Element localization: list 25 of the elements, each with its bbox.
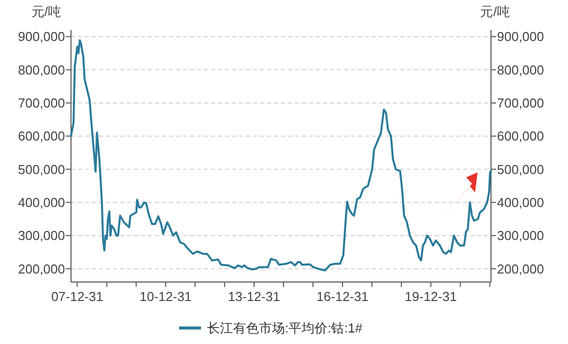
y-tick-label: 300,000 [18, 228, 65, 244]
y2-tick-label: 500,000 [497, 162, 544, 177]
x-tick-label: 07-12-31 [51, 289, 104, 304]
y2-tick-label: 900,000 [497, 29, 544, 44]
y-tick-label: 400,000 [18, 194, 65, 210]
y2-tick-label: 400,000 [497, 194, 544, 210]
line-series [70, 39, 492, 272]
y-axis-title: 元/吨 [31, 4, 61, 19]
y2-tick-label: 800,000 [497, 62, 544, 78]
y-tick-label: 500,000 [18, 162, 65, 177]
y2-tick-label: 600,000 [497, 128, 544, 144]
y-tick-label: 800,000 [18, 62, 65, 78]
x-tick-label: 13-12-31 [228, 289, 280, 304]
x-tick-label: 16-12-31 [316, 289, 368, 304]
x-tick-label: 19-12-31 [404, 289, 457, 304]
y-tick-label: 900,000 [18, 29, 65, 44]
legend-label: 长江有色市场:平均价:钴:1# [207, 320, 364, 336]
y2-tick-label: 200,000 [497, 261, 544, 276]
y-tick-label: 200,000 [18, 261, 65, 276]
x-tick-label: 10-12-31 [140, 289, 192, 304]
y2-axis-title: 元/吨 [480, 4, 510, 19]
y-tick-label: 700,000 [18, 95, 65, 110]
y-tick-label: 600,000 [18, 128, 65, 144]
y2-tick-label: 300,000 [497, 228, 544, 244]
y2-tick-label: 700,000 [497, 95, 544, 110]
